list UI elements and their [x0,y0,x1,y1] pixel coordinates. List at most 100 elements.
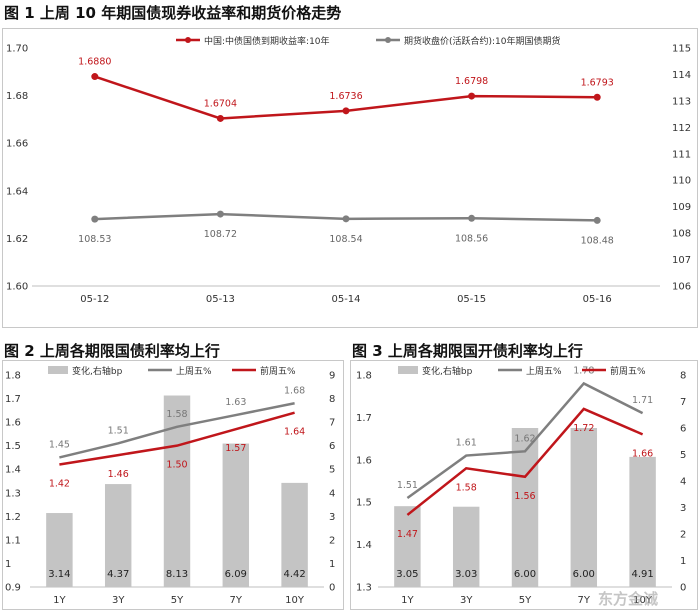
chart2-right-tick: 1 [329,559,335,570]
chart1-series-label-0: 1.6880 [78,57,111,68]
chart3-category-label: 7Y [578,595,591,606]
chart3-right-tick: 2 [680,530,686,541]
chart3-left-tick: 1.8 [356,371,372,382]
watermark: 东方金诚 [598,590,659,608]
chart1-right-tick: 106 [672,282,691,293]
chart3-right-tick: 6 [680,424,686,435]
chart2-bar [281,482,308,587]
chart3-left-tick: 1.7 [356,413,372,424]
chart1-series-point-0 [593,93,601,101]
chart3-series-label-0: 1.62 [514,433,535,444]
chart1-right-tick: 114 [672,70,691,81]
chart1-left-tick: 1.60 [6,282,28,293]
chart1-series-point-1 [593,216,601,224]
chart2-bar [222,443,250,587]
chart1-series-label-1: 108.54 [329,234,362,245]
chart2-left-tick: 1.6 [5,418,21,429]
chart2-legend-bar-label: 变化,右轴bp [72,365,123,377]
chart3-category-label: 10Y [633,595,653,606]
chart3-bar [629,456,656,587]
chart2-series-label-1: 1.46 [108,469,129,480]
chart1-category-label: 05-16 [583,294,612,305]
chart2-left-tick: 1 [5,559,11,570]
chart2-series-line-1 [59,411,295,466]
chart2-left-tick: 1.3 [5,488,21,499]
chart2-series-label-0: 1.51 [108,425,129,436]
chart3-title: 图 3 上周各期限国开债利率均上行 [352,342,583,360]
chart3-right-tick: 0 [680,583,686,594]
chart2-bar [46,513,73,587]
chart1-series-label-0: 1.6704 [204,98,237,109]
chart3-bar [452,506,480,587]
chart2-title: 图 2 上周各期限国债利率均上行 [4,342,220,360]
chart1-series-label-0: 1.6736 [329,91,362,102]
chart1-category-label: 05-15 [457,294,486,305]
chart2-series-label-1: 1.50 [166,460,187,471]
chart3-bar [570,428,598,587]
chart1-series-point-0 [91,73,99,81]
chart1-series-label-0: 1.6798 [455,76,488,87]
chart2-left-tick: 1.4 [5,465,21,476]
chart3-series-label-1: 1.66 [632,448,653,459]
chart1-legend-label-1: 期货收盘价(活跃合约):10年期国债期货 [404,35,561,47]
chart1-series-label-1: 108.53 [78,234,111,245]
chart3-legend-label-1: 前周五% [610,365,646,377]
chart1-series-label-1: 108.56 [455,233,488,244]
chart2-bar-label: 3.14 [48,569,70,580]
chart2-right-tick: 5 [329,465,335,476]
chart1-series-point-0 [216,114,224,122]
chart1-series-point-0 [468,92,476,100]
chart1-series-point-1 [468,214,476,222]
chart3-bar-label: 4.91 [631,569,653,580]
chart2-bar-label: 4.42 [283,569,305,580]
chart2-series-label-0: 1.45 [49,439,70,450]
chart2-series-label-1: 1.57 [225,443,246,454]
chart2-bar [104,484,132,587]
chart2-category-label: 3Y [112,595,125,606]
chart1-right-tick: 108 [672,229,691,240]
chart1-category-label: 05-12 [80,294,109,305]
chart3-right-tick: 4 [680,477,686,488]
chart1-series-label-1: 108.72 [204,229,237,240]
chart3-right-tick: 1 [680,556,686,567]
chart3-bar-label: 6.00 [573,569,595,580]
chart2-right-tick: 7 [329,418,335,429]
chart3-bar [511,428,539,587]
chart3-category-label: 5Y [519,595,532,606]
chart1-frame [2,28,698,328]
chart3-left-tick: 1.4 [356,540,372,551]
chart3-bar [394,506,421,587]
chart2-right-tick: 0 [329,583,335,594]
chart3-series-label-1: 1.72 [573,423,594,434]
chart2-bar-label: 8.13 [166,569,188,580]
chart1-legend-marker-1 [385,37,391,43]
chart1-right-tick: 115 [672,44,691,55]
chart1-right-tick: 111 [672,149,691,160]
chart3-left-tick: 1.5 [356,498,372,509]
chart3-left-tick: 1.3 [356,583,372,594]
chart3-right-tick: 8 [680,371,686,382]
chart2-bar-label: 4.37 [107,569,129,580]
chart1-series-point-1 [342,215,350,223]
chart1-series-point-0 [342,107,350,115]
chart2-series-label-0: 1.68 [284,385,305,396]
chart2-series-label-0: 1.58 [166,409,187,420]
chart3-series-label-1: 1.56 [514,491,535,502]
chart1-right-tick: 107 [672,255,691,266]
chart1-right-tick: 110 [672,176,691,187]
chart2-category-label: 1Y [53,595,66,606]
chart1-right-tick: 112 [672,123,691,134]
chart2-right-tick: 6 [329,441,335,452]
chart2-bar-label: 6.09 [225,569,247,580]
chart1-series-label-0: 1.6793 [581,77,614,88]
chart1-category-label: 05-13 [206,294,235,305]
chart1-left-tick: 1.62 [6,234,28,245]
chart2-left-tick: 0.9 [5,583,21,594]
chart1-right-tick: 113 [672,96,691,107]
chart2-left-tick: 1.7 [5,394,21,405]
chart3-left-tick: 1.6 [356,455,372,466]
chart3-bar-label: 3.05 [396,569,418,580]
chart3-series-label-0: 1.51 [397,480,418,491]
chart2-frame [2,360,344,610]
